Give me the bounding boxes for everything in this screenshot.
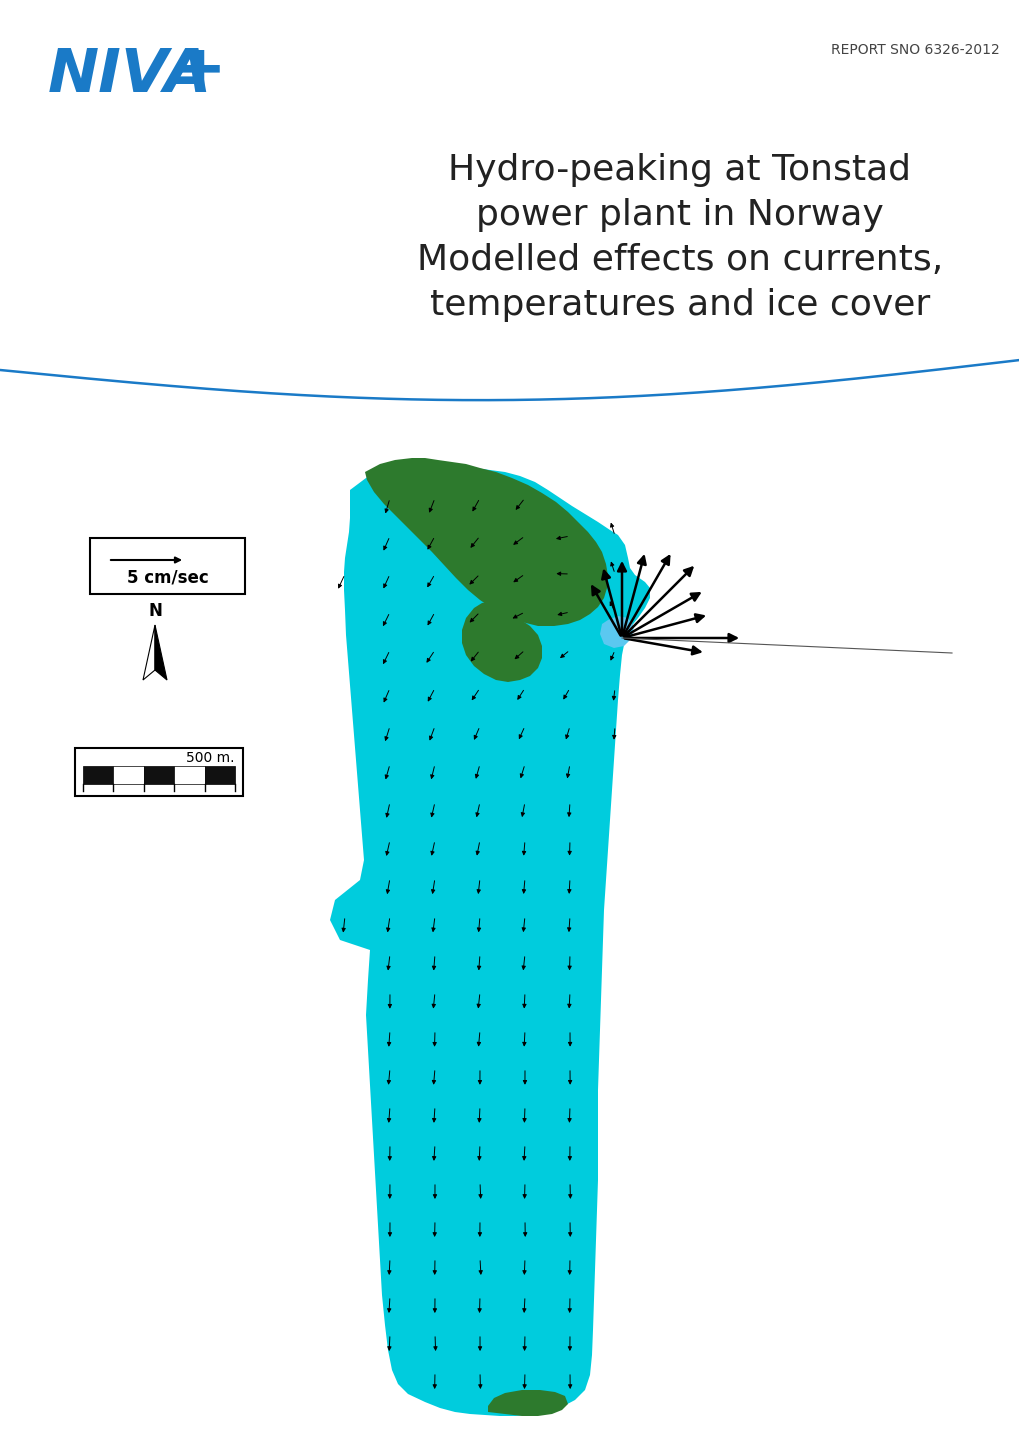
Bar xyxy=(144,766,174,784)
Polygon shape xyxy=(365,459,607,625)
Text: 500 m.: 500 m. xyxy=(186,752,234,765)
Text: Hydro-peaking at Tonstad: Hydro-peaking at Tonstad xyxy=(448,152,911,187)
Text: temperatures and ice cover: temperatures and ice cover xyxy=(429,287,929,322)
Bar xyxy=(205,766,234,784)
Polygon shape xyxy=(143,625,155,681)
Text: REPORT SNO 6326-2012: REPORT SNO 6326-2012 xyxy=(830,44,999,57)
Bar xyxy=(90,538,245,593)
Text: +: + xyxy=(175,42,226,102)
Bar xyxy=(83,766,113,784)
Text: power plant in Norway: power plant in Norway xyxy=(476,197,883,232)
Polygon shape xyxy=(599,617,634,649)
Bar xyxy=(174,766,205,784)
Polygon shape xyxy=(462,602,541,682)
Bar xyxy=(75,749,243,797)
Text: Modelled effects on currents,: Modelled effects on currents, xyxy=(417,242,943,277)
Text: NIVA: NIVA xyxy=(48,45,212,104)
Polygon shape xyxy=(330,461,649,1416)
Bar xyxy=(113,766,144,784)
Text: N: N xyxy=(148,602,162,620)
Text: 5 cm/sec: 5 cm/sec xyxy=(127,569,209,588)
Polygon shape xyxy=(487,1390,568,1416)
Polygon shape xyxy=(155,625,167,681)
